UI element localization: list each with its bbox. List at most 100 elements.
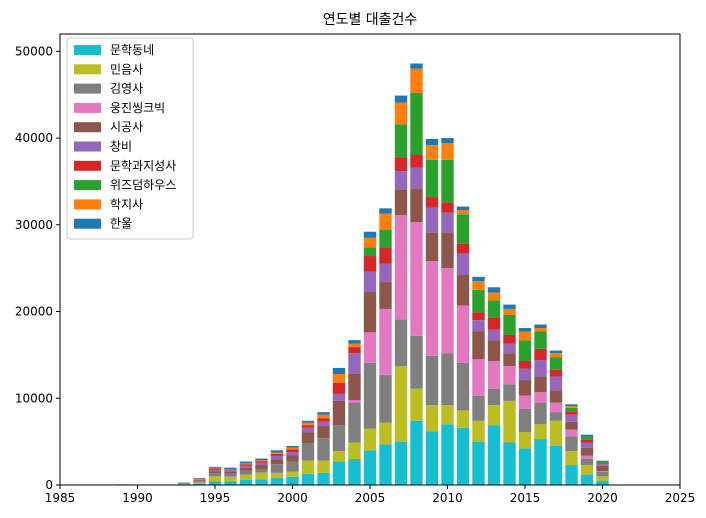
bar-2014-series-9	[503, 304, 516, 309]
bar-2014-series-7	[503, 315, 516, 335]
bar-1994-series-4	[193, 480, 206, 482]
bar-2001-series-6	[301, 425, 315, 428]
bar-2012-series-0	[472, 441, 485, 485]
bar-2017-series-3	[549, 402, 563, 413]
bar-2000-series-0	[286, 476, 299, 485]
bar-2004-series-9	[348, 340, 361, 344]
bar-2005-series-4	[363, 291, 377, 333]
bar-2013-series-7	[487, 300, 501, 318]
bar-2009-series-2	[425, 355, 439, 406]
bar-2018-series-7	[565, 407, 578, 412]
bar-2000-series-9	[286, 445, 299, 448]
bar-2000-series-4	[286, 455, 299, 462]
bar-2015-series-3	[518, 395, 532, 409]
bar-2010-series-6	[441, 202, 454, 213]
bar-2003-series-0	[332, 461, 346, 485]
bar-1994-series-1	[193, 482, 206, 484]
bar-1997-series-5	[239, 465, 253, 468]
bar-2005-series-5	[363, 271, 377, 292]
legend-swatch-8	[74, 199, 101, 210]
bar-2006-series-5	[379, 263, 392, 283]
y-tick-label: 10000	[15, 391, 53, 405]
bar-2019-series-7	[580, 436, 594, 440]
x-tick-label: 1985	[45, 491, 76, 505]
bar-2008-series-2	[410, 335, 423, 389]
x-tick-label: 2020	[587, 491, 618, 505]
bar-1999-series-0	[270, 478, 284, 485]
bar-2007-series-0	[394, 441, 408, 485]
bar-2019-series-0	[580, 474, 594, 485]
bar-2012-series-7	[472, 289, 485, 313]
bar-2015-series-4	[518, 380, 532, 396]
bar-2003-series-4	[332, 400, 346, 426]
bar-1998-series-5	[255, 462, 268, 466]
bar-2005-series-3	[363, 332, 377, 363]
bar-2019-series-6	[580, 439, 594, 443]
bar-2012-series-6	[472, 312, 485, 321]
bar-2007-series-4	[394, 189, 408, 216]
bar-1999-series-8	[270, 452, 284, 454]
bar-2011-series-5	[456, 253, 470, 275]
bar-2018-series-3	[565, 429, 578, 437]
bar-2007-series-1	[394, 366, 408, 442]
bar-2004-series-3	[348, 400, 361, 403]
bar-2008-series-9	[410, 63, 423, 69]
bar-2008-series-4	[410, 188, 423, 223]
bar-2017-series-1	[549, 420, 563, 446]
bar-2005-series-1	[363, 428, 377, 451]
x-axis: 1985 1990 1995 2000 2005 2010 2015 2020 2025	[45, 485, 696, 505]
bar-2016-series-4	[534, 376, 547, 393]
bar-2013-series-8	[487, 292, 501, 301]
bar-2015-series-1	[518, 432, 532, 449]
bar-2019-series-4	[580, 447, 594, 456]
bar-2001-series-4	[301, 432, 315, 444]
bar-2005-series-9	[363, 231, 377, 238]
bar-2001-series-9	[301, 420, 315, 423]
bar-2017-series-9	[549, 350, 563, 354]
bar-2020-series-5	[596, 464, 609, 466]
legend-label-9: 한울	[110, 217, 132, 231]
bar-2013-series-0	[487, 425, 501, 485]
bar-2004-series-8	[348, 343, 361, 348]
bar-2008-series-7	[410, 92, 423, 155]
bar-2007-series-3	[394, 215, 408, 320]
bar-2009-series-8	[425, 145, 439, 160]
bar-2018-series-5	[565, 414, 578, 422]
bar-2010-series-3	[441, 268, 454, 354]
bar-2015-series-5	[518, 368, 532, 381]
bar-2017-series-2	[549, 412, 563, 421]
bar-1994-series-2	[193, 481, 206, 483]
bar-2005-series-8	[363, 237, 377, 248]
x-tick-label: 2025	[665, 491, 696, 505]
bar-2004-series-4	[348, 373, 361, 401]
bar-1998-series-8	[255, 460, 268, 462]
legend-label-1: 민음사	[110, 62, 143, 76]
bar-2018-series-4	[565, 421, 578, 430]
bar-2005-series-0	[363, 450, 377, 485]
bar-2011-series-9	[456, 206, 470, 211]
bar-2002-series-0	[317, 472, 330, 485]
bar-1996-series-4	[224, 471, 237, 474]
legend-swatch-7	[74, 180, 101, 191]
x-tick-label: 2005	[355, 491, 386, 505]
bar-2019-series-2	[580, 458, 594, 466]
bar-2020-series-6	[596, 463, 609, 465]
bar-2020-series-1	[596, 476, 609, 481]
bar-2001-series-0	[301, 473, 315, 485]
bar-2002-series-9	[317, 412, 330, 415]
bar-2017-series-0	[549, 445, 563, 485]
bar-2005-series-6	[363, 256, 377, 272]
bar-2002-series-2	[317, 438, 330, 461]
bar-2002-series-5	[317, 421, 330, 427]
bar-1997-series-1	[239, 474, 253, 480]
bar-2006-series-2	[379, 374, 392, 423]
bar-2015-series-0	[518, 448, 532, 485]
legend-label-4: 시공사	[110, 120, 143, 134]
bar-2008-series-0	[410, 420, 423, 485]
bar-2016-series-7	[534, 331, 547, 349]
bar-2014-series-1	[503, 400, 516, 443]
bar-2009-series-1	[425, 405, 439, 432]
bar-1996-series-1	[224, 476, 237, 482]
bar-1998-series-4	[255, 465, 268, 469]
